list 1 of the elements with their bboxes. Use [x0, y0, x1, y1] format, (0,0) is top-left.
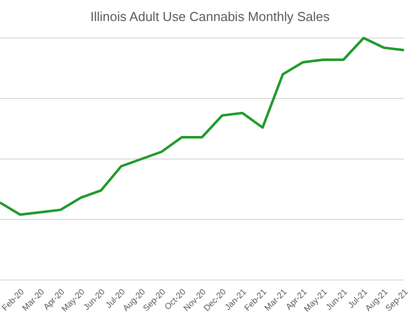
- chart-title: Illinois Adult Use Cannabis Monthly Sales: [89, 8, 331, 26]
